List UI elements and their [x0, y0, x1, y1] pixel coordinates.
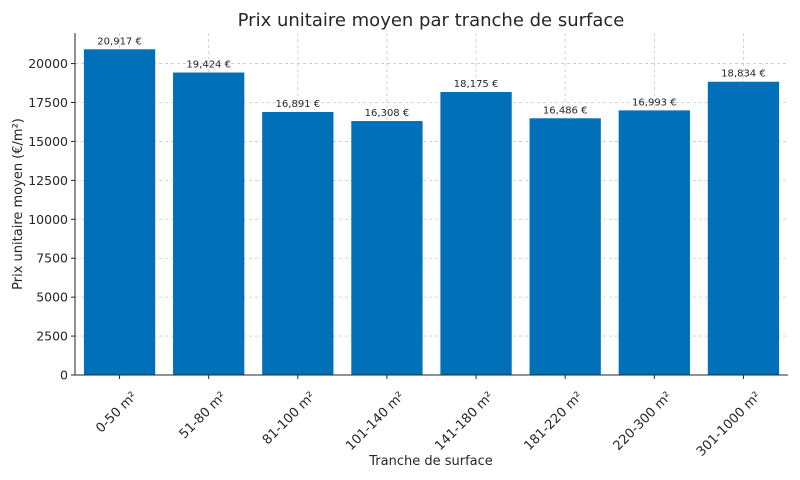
y-tick-label: 20000: [28, 56, 68, 71]
bar: [618, 110, 690, 376]
x-tick-label: 301-1000 m²: [694, 389, 764, 459]
y-tick-label: 7500: [36, 251, 68, 266]
chart-title: Prix unitaire moyen par tranche de surfa…: [238, 10, 625, 31]
bar-value-label: 16,486 €: [543, 105, 588, 116]
x-tick-label: 51-80 m²: [177, 389, 230, 442]
bar: [440, 91, 512, 375]
y-tick-label: 0: [60, 368, 68, 383]
y-tick-label: 5000: [36, 290, 68, 305]
axes: [74, 33, 788, 376]
x-tick-label: 101-140 m²: [343, 389, 408, 454]
y-tick-label: 10000: [28, 212, 68, 227]
y-tick-label: 15000: [28, 134, 68, 149]
bar-value-label: 18,834 €: [721, 69, 766, 80]
y-axis-label: Prix unitaire moyen (€/m²): [11, 118, 26, 290]
y-tick-label: 12500: [28, 173, 68, 188]
bar-value-label: 16,993 €: [632, 97, 677, 108]
bar-value-label: 18,175 €: [454, 79, 499, 90]
y-tick-label: 2500: [36, 329, 68, 344]
bar: [262, 111, 334, 376]
data-labels: 20,917 € 19,424 € 16,891 € 16,308 € 18,175 €…: [97, 36, 765, 119]
x-tick-label: 0-50 m²: [93, 389, 140, 436]
y-tick-label: 17500: [28, 95, 68, 110]
bar: [173, 72, 245, 375]
x-tick-label: 141-180 m²: [432, 389, 497, 454]
bar: [351, 121, 423, 375]
y-ticks: 0 2500 5000 7500 10000 12500 15000 17500 20000: [28, 56, 75, 383]
bar-value-label: 20,917 €: [97, 36, 142, 47]
bar: [83, 49, 156, 376]
bar: [529, 118, 601, 375]
x-tick-label: 220-300 m²: [611, 389, 676, 454]
bar-value-label: 16,308 €: [365, 108, 410, 119]
x-axis-label: Tranche de surface: [368, 454, 493, 469]
bar-value-label: 19,424 €: [186, 60, 231, 71]
x-tick-label: 81-100 m²: [260, 389, 319, 448]
bar-value-label: 16,891 €: [276, 99, 321, 110]
bars: [83, 49, 780, 376]
x-tick-label: 181-220 m²: [521, 389, 586, 454]
bar: [707, 81, 780, 376]
x-ticks: 0-50 m² 51-80 m² 81-100 m² 101-140 m² 141-18…: [93, 375, 764, 460]
